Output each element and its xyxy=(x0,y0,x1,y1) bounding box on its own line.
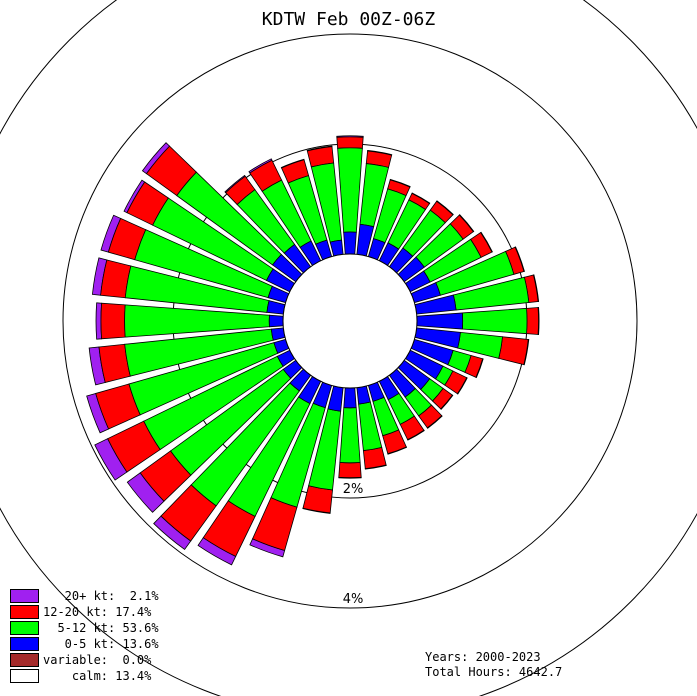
legend-swatch xyxy=(10,652,39,667)
bar-180deg xyxy=(338,387,362,479)
legend-row-calm: calm: 13.4% xyxy=(10,668,159,683)
bar-segment-0-5-kt xyxy=(356,385,371,405)
bar-270deg xyxy=(95,302,284,340)
bar-140deg xyxy=(388,368,443,429)
bar-segment-0-5-kt xyxy=(343,231,357,255)
bar-310deg xyxy=(141,142,303,283)
bar-40deg xyxy=(388,200,454,274)
legend-label: 12-20 kt: 17.4% xyxy=(43,604,152,619)
bar-130deg xyxy=(397,359,454,410)
bar-280deg xyxy=(91,257,286,315)
radial-tick-label: 2% xyxy=(343,482,364,497)
legend-swatch xyxy=(10,588,39,603)
bar-segment-12-20-kt xyxy=(100,302,126,340)
bar-segment-12-20-kt xyxy=(498,336,529,366)
bar-100deg xyxy=(414,327,530,366)
legend-label: variable: 0.0% xyxy=(43,652,152,667)
bar-segment-12-20-kt xyxy=(336,136,364,149)
radial-tick-label: 4% xyxy=(343,592,364,607)
bar-70deg xyxy=(410,246,525,304)
bar-segment-0-5-kt xyxy=(416,312,464,330)
bar-90deg xyxy=(416,307,540,335)
legend-swatch xyxy=(10,620,39,635)
bar-50deg xyxy=(397,214,475,283)
bar-segment-12-20-kt xyxy=(338,462,362,479)
legend-row-0-5: 0-5 kt: 13.6% xyxy=(10,636,159,651)
bar-250deg xyxy=(86,338,290,434)
legend-row-12-20: 12-20 kt: 17.4% xyxy=(10,604,159,619)
legend-label: calm: 13.4% xyxy=(43,668,152,683)
bar-330deg xyxy=(248,158,322,267)
bar-240deg xyxy=(94,349,296,481)
legend-swatch xyxy=(10,668,39,683)
wind-bars xyxy=(86,135,540,566)
legend-label: 20+ kt: 2.1% xyxy=(43,588,159,603)
bar-30deg xyxy=(378,192,431,267)
bar-320deg xyxy=(224,174,312,274)
bar-340deg xyxy=(280,158,333,261)
bar-segment-0-5-kt xyxy=(266,300,286,315)
legend-swatch xyxy=(10,636,39,651)
bar-segment-5-12-kt xyxy=(461,307,528,335)
bar-220deg xyxy=(153,368,312,551)
years-text: Years: 2000-2023 xyxy=(425,650,541,664)
bar-290deg xyxy=(100,214,290,304)
bar-segment-0-5-kt xyxy=(343,387,357,409)
bar-260deg xyxy=(88,327,286,386)
bar-segment-0-5-kt xyxy=(270,327,286,341)
bar-segment-0-5-kt xyxy=(268,314,284,328)
calm-circle xyxy=(282,253,418,389)
legend-swatch xyxy=(10,604,39,619)
total-hours-text: Total Hours: 4642.7 xyxy=(425,665,563,679)
legend-row-20plus: 20+ kt: 2.1% xyxy=(10,588,159,603)
bar-110deg xyxy=(410,338,484,379)
bar-segment-0-5-kt xyxy=(329,239,344,257)
legend-row-5-12: 5-12 kt: 53.6% xyxy=(10,620,159,635)
bar-20deg xyxy=(367,178,411,261)
bar-segment-5-12-kt xyxy=(337,147,363,233)
chart-title: KDTW Feb 00Z-06Z xyxy=(261,9,436,30)
legend-label: 5-12 kt: 53.6% xyxy=(43,620,159,635)
bar-200deg xyxy=(249,381,333,558)
legend-label: 0-5 kt: 13.6% xyxy=(43,636,159,651)
legend-row-variable: variable: 0.0% xyxy=(10,652,159,667)
bar-60deg xyxy=(404,231,493,293)
bar-segment-5-12-kt xyxy=(339,407,361,464)
footer: Years: 2000-2023 Total Hours: 4642.7 xyxy=(425,650,562,680)
bar-300deg xyxy=(123,179,296,293)
bar-segment-12-20-kt xyxy=(526,307,539,335)
bar-170deg xyxy=(356,385,387,470)
bar-230deg xyxy=(126,359,303,513)
bar-190deg xyxy=(302,385,344,514)
bar-0deg xyxy=(336,135,364,255)
legend: 20+ kt: 2.1% 12-20 kt: 17.4% 5-12 kt: 53… xyxy=(10,588,159,684)
grid-ring xyxy=(62,33,638,609)
bar-120deg xyxy=(404,349,468,395)
bar-210deg xyxy=(197,375,322,566)
bar-350deg xyxy=(306,145,344,257)
